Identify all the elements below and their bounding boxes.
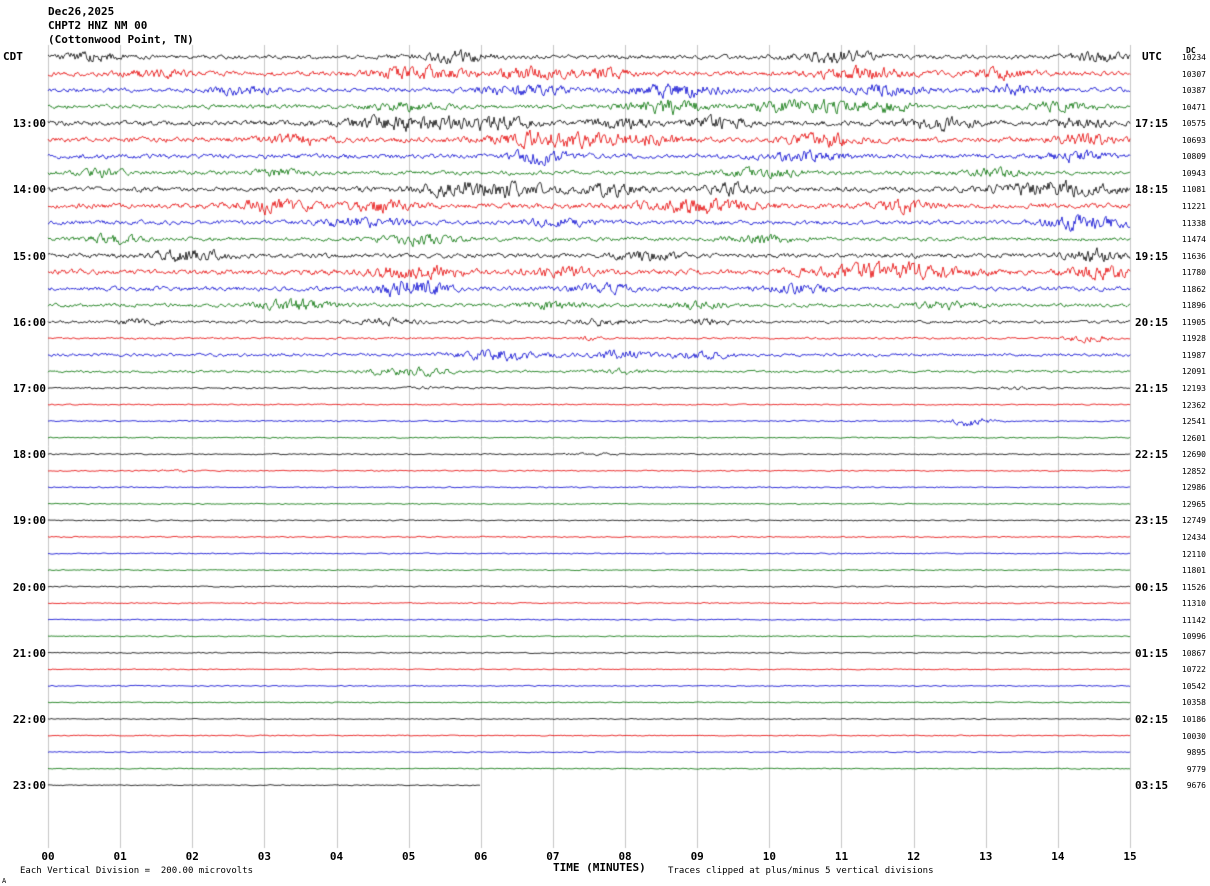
utc-time-label: 17:15 xyxy=(1135,117,1169,131)
utc-time-label: 18:15 xyxy=(1135,183,1169,197)
x-axis-label: TIME (MINUTES) xyxy=(553,861,646,874)
utc-time-label: 00:15 xyxy=(1135,580,1169,594)
station-id: CHPT2 HNZ NM 00 xyxy=(48,19,148,32)
left-time-label: 18:00 xyxy=(12,448,46,462)
dc-offset-value: 11474 xyxy=(1181,235,1206,245)
dc-offset-value: 10358 xyxy=(1181,698,1206,708)
dc-offset-value: 9779 xyxy=(1186,764,1206,774)
dc-offset-value: 12601 xyxy=(1181,433,1206,443)
minute-tick-label: 09 xyxy=(690,850,704,863)
minute-tick-label: 15 xyxy=(1123,850,1137,863)
dc-offset-value: 11801 xyxy=(1181,566,1206,576)
dc-column-header: DC xyxy=(1186,46,1196,55)
utc-time-label: 22:15 xyxy=(1135,448,1169,462)
minute-tick-label: 01 xyxy=(113,850,127,863)
left-time-label: 19:00 xyxy=(12,514,46,528)
left-time-label: 21:00 xyxy=(12,646,46,660)
dc-offset-value: 11081 xyxy=(1181,185,1206,195)
utc-time-label: 03:15 xyxy=(1135,779,1169,793)
dc-offset-value: 10387 xyxy=(1181,86,1206,96)
minute-tick-label: 05 xyxy=(402,850,416,863)
dc-offset-value: 12965 xyxy=(1181,499,1206,509)
dc-offset-value: 10867 xyxy=(1181,648,1206,658)
dc-offset-value: 11896 xyxy=(1181,301,1206,311)
left-timezone-label: CDT xyxy=(3,50,23,63)
dc-offset-value: 9676 xyxy=(1186,781,1206,791)
dc-offset-value: 12091 xyxy=(1181,367,1206,377)
plot-date: Dec26,2025 xyxy=(48,5,115,18)
station-location: (Cottonwood Point, TN) xyxy=(48,33,194,46)
dc-offset-value: 11142 xyxy=(1181,615,1206,625)
dc-offset-value: 10809 xyxy=(1181,152,1206,162)
dc-offset-value: 11780 xyxy=(1181,268,1206,278)
right-timezone-label: UTC xyxy=(1142,50,1162,63)
utc-time-label: 23:15 xyxy=(1135,514,1169,528)
left-time-label: 15:00 xyxy=(12,249,46,263)
minute-tick-label: 11 xyxy=(834,850,849,863)
corner-mark: A xyxy=(2,877,7,885)
dc-offset-value: 11221 xyxy=(1181,201,1206,211)
dc-offset-value: 10996 xyxy=(1181,632,1206,642)
dc-offset-value: 11636 xyxy=(1181,251,1206,261)
dc-offset-value: 12986 xyxy=(1181,483,1206,493)
left-time-label: 14:00 xyxy=(12,183,46,197)
dc-offset-value: 12852 xyxy=(1181,466,1206,476)
dc-offset-value: 12362 xyxy=(1181,400,1206,410)
minute-tick-label: 02 xyxy=(185,850,199,863)
dc-offset-value: 11928 xyxy=(1181,334,1206,344)
left-time-label: 13:00 xyxy=(12,117,46,131)
dc-offset-value: 10471 xyxy=(1181,102,1206,112)
minute-tick-label: 03 xyxy=(257,850,272,863)
dc-offset-value: 11987 xyxy=(1181,350,1206,360)
dc-offset-value: 11310 xyxy=(1181,599,1206,609)
scale-note: Each Vertical Division = 200.00 microvol… xyxy=(20,866,253,876)
minute-tick-label: 04 xyxy=(329,850,344,863)
dc-offset-value: 11905 xyxy=(1181,317,1206,327)
minute-tick-label: 08 xyxy=(618,850,632,863)
dc-offset-value: 12749 xyxy=(1181,516,1206,526)
dc-offset-value: 11338 xyxy=(1181,218,1206,228)
dc-offset-value: 11526 xyxy=(1181,582,1206,592)
dc-offset-value: 10307 xyxy=(1181,69,1206,79)
utc-time-label: 02:15 xyxy=(1135,713,1169,726)
minute-tick-label: 10 xyxy=(762,850,776,863)
left-time-label: 20:00 xyxy=(12,580,46,594)
dc-offset-value: 12690 xyxy=(1181,450,1206,460)
utc-time-label: 21:15 xyxy=(1135,382,1169,395)
left-time-label: 17:00 xyxy=(12,382,46,395)
minute-tick-label: 06 xyxy=(474,850,488,863)
dc-offset-value: 12110 xyxy=(1181,549,1206,559)
dc-offset-value: 12193 xyxy=(1181,384,1206,393)
dc-offset-value: 12541 xyxy=(1181,417,1206,427)
minute-tick-label: 14 xyxy=(1051,850,1065,863)
dc-offset-value: 10234 xyxy=(1181,53,1206,62)
minute-tick-label: 13 xyxy=(979,850,993,863)
utc-time-label: 01:15 xyxy=(1135,646,1169,660)
dc-offset-value: 10722 xyxy=(1181,665,1206,675)
left-time-label: 23:00 xyxy=(12,779,46,793)
dc-offset-value: 10030 xyxy=(1181,731,1206,741)
utc-time-label: 19:15 xyxy=(1135,249,1169,263)
left-time-label: 22:00 xyxy=(12,713,46,726)
minute-tick-label: 07 xyxy=(546,850,560,863)
left-time-label: 16:00 xyxy=(12,315,46,329)
dc-offset-value: 10186 xyxy=(1181,715,1206,724)
dc-offset-value: 10542 xyxy=(1181,681,1206,691)
clip-note: Traces clipped at plus/minus 5 vertical … xyxy=(668,866,934,876)
dc-offset-value: 11862 xyxy=(1181,284,1206,294)
utc-time-label: 20:15 xyxy=(1135,315,1169,329)
dc-offset-value: 10575 xyxy=(1181,119,1206,129)
dc-offset-value: 9895 xyxy=(1186,748,1206,758)
minute-tick-label: 12 xyxy=(906,850,921,863)
dc-offset-value: 12434 xyxy=(1181,532,1206,542)
minute-tick-label: 00 xyxy=(41,850,55,863)
dc-offset-value: 10943 xyxy=(1181,168,1206,178)
dc-offset-value: 10693 xyxy=(1181,135,1206,145)
